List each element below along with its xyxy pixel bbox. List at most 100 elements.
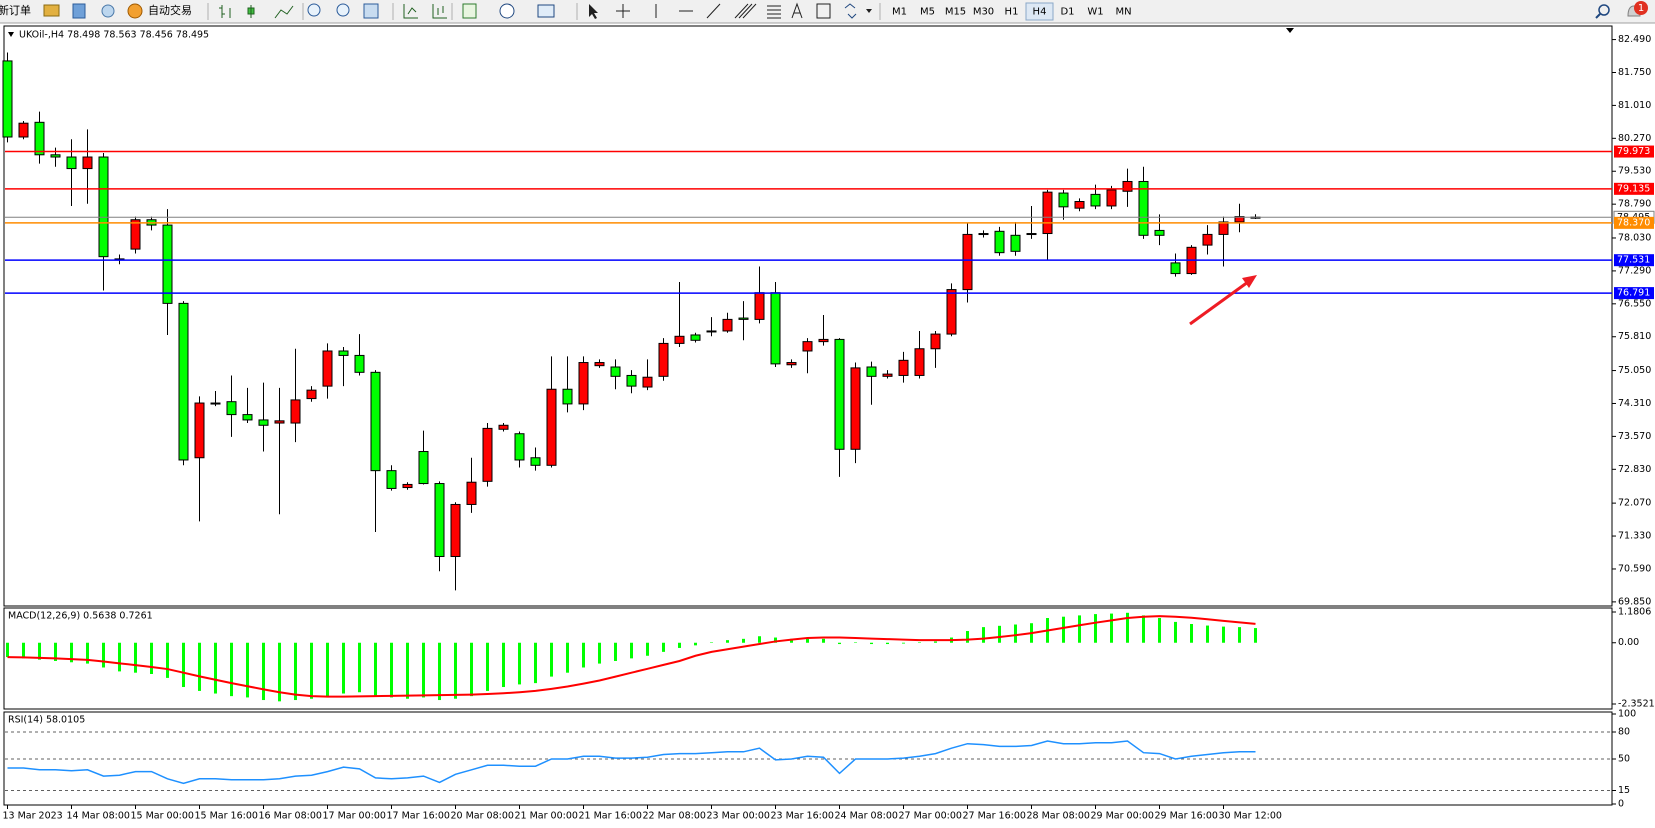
candle-body xyxy=(626,374,637,387)
chart-title: UKOil-,H4 78.498 78.563 78.456 78.495 xyxy=(19,30,209,41)
y-tick-label: 80.270 xyxy=(1618,133,1651,144)
crosshair-icon[interactable] xyxy=(616,4,630,18)
timeframe-button[interactable]: H1 xyxy=(1005,7,1019,18)
cursor-icon[interactable] xyxy=(589,4,598,19)
timeframe-button[interactable]: W1 xyxy=(1087,7,1103,18)
candle-body xyxy=(930,333,941,350)
new-order-button[interactable]: 新订单 xyxy=(0,3,31,17)
candle-body xyxy=(962,233,973,291)
y-tick-label: 100 xyxy=(1618,709,1636,720)
arrows-icon[interactable] xyxy=(844,3,857,19)
macd-bar xyxy=(710,642,713,643)
timeframe-button[interactable]: MN xyxy=(1115,7,1131,18)
period-icon[interactable] xyxy=(499,3,515,19)
autoscroll-icon[interactable] xyxy=(403,4,418,19)
candle-body xyxy=(34,121,45,156)
channel-icon[interactable] xyxy=(734,3,757,19)
timeframe-button[interactable]: H4 xyxy=(1033,7,1047,18)
macd-bar xyxy=(518,642,521,685)
macd-bar xyxy=(342,642,345,694)
macd-bar xyxy=(118,642,121,672)
macd-bar xyxy=(934,641,937,643)
candle-body xyxy=(354,354,365,373)
bar-chart-icon[interactable] xyxy=(219,5,231,18)
macd-bar xyxy=(470,642,473,697)
notification-badge xyxy=(1634,1,1648,15)
macd-bar xyxy=(822,638,825,643)
candle-body xyxy=(434,483,445,558)
auto-trading-icon[interactable] xyxy=(127,3,143,19)
line-icon[interactable] xyxy=(274,5,294,19)
candle-body xyxy=(1090,193,1101,207)
symbol-menu-marker[interactable] xyxy=(8,32,14,37)
candle-body xyxy=(50,154,61,158)
auto-trading-button[interactable]: 自动交易 xyxy=(148,3,192,17)
icon[interactable] xyxy=(72,3,86,19)
timeframe-button[interactable]: M15 xyxy=(945,7,966,18)
shift-icon[interactable] xyxy=(432,4,447,19)
macd-bar xyxy=(102,642,105,668)
dropdown[interactable] xyxy=(866,9,872,13)
candle-body xyxy=(466,481,477,505)
macd-bar xyxy=(582,642,585,668)
candle-icon[interactable] xyxy=(247,5,255,18)
y-tick-label: 72.070 xyxy=(1618,498,1651,509)
search-icon[interactable] xyxy=(1598,4,1610,16)
y-tick-label: 74.310 xyxy=(1618,398,1651,409)
timeframe-bar: M1 M5 M15 M30 H1 H4 D1 W1 MN xyxy=(892,2,1132,21)
y-tick-label: 72.830 xyxy=(1618,464,1651,475)
chart-shift-marker xyxy=(1286,28,1294,33)
icon[interactable] xyxy=(43,4,60,17)
macd-bar xyxy=(374,642,377,697)
macd-bar xyxy=(214,642,217,694)
candle-body xyxy=(530,457,541,466)
label-icon[interactable] xyxy=(816,3,831,19)
candle-body xyxy=(994,230,1005,254)
x-tick-label: 21 Mar 00:00 xyxy=(515,811,578,822)
x-tick-label: 27 Mar 16:00 xyxy=(963,811,1026,822)
candle-body xyxy=(514,433,525,461)
candle-body xyxy=(754,292,765,320)
toolbar-bg xyxy=(0,0,1655,23)
indicator-icon[interactable] xyxy=(462,3,477,19)
candle-body xyxy=(1106,189,1117,207)
candle-body xyxy=(1122,180,1133,192)
search-icon-handle xyxy=(1595,13,1601,19)
candle-body xyxy=(1138,180,1149,236)
level-price-label: 77.531 xyxy=(1617,255,1650,266)
candle-body xyxy=(322,350,333,387)
level-price-label: 76.791 xyxy=(1617,288,1650,299)
trendline-icon[interactable] xyxy=(706,3,721,19)
x-tick-label: 29 Mar 00:00 xyxy=(1091,811,1154,822)
candle-body xyxy=(274,420,285,424)
macd-bar xyxy=(54,642,57,661)
fibo-icon[interactable] xyxy=(767,5,781,19)
macd-bar xyxy=(358,642,361,693)
candle-body xyxy=(562,388,573,405)
timeframe-button[interactable]: D1 xyxy=(1060,7,1074,18)
timeframe-button[interactable]: M5 xyxy=(920,7,935,18)
macd-bar xyxy=(198,642,201,691)
macd-bar xyxy=(1062,616,1065,643)
macd-bar xyxy=(966,631,969,643)
icon[interactable] xyxy=(101,4,115,18)
macd-bar xyxy=(406,642,409,699)
y-tick-label: 81.010 xyxy=(1618,100,1651,111)
tile-icon[interactable] xyxy=(363,3,379,19)
template-icon[interactable] xyxy=(537,4,555,18)
text-icon[interactable] xyxy=(791,2,803,19)
zoom-out-icon[interactable] xyxy=(336,3,350,17)
zoom-in-icon[interactable] xyxy=(307,3,321,17)
macd-bar xyxy=(1094,614,1097,643)
y-tick-label: -2.3521 xyxy=(1618,699,1655,710)
timeframe-button[interactable]: M30 xyxy=(973,7,994,18)
macd-bar xyxy=(838,642,841,645)
candle-body xyxy=(82,156,93,170)
candle-body xyxy=(1218,221,1229,235)
macd-bar xyxy=(1222,626,1225,643)
main-pane xyxy=(3,25,1613,607)
candle-body xyxy=(850,367,861,450)
timeframe-button[interactable]: M1 xyxy=(892,7,907,18)
x-tick-label: 30 Mar 12:00 xyxy=(1219,811,1282,822)
